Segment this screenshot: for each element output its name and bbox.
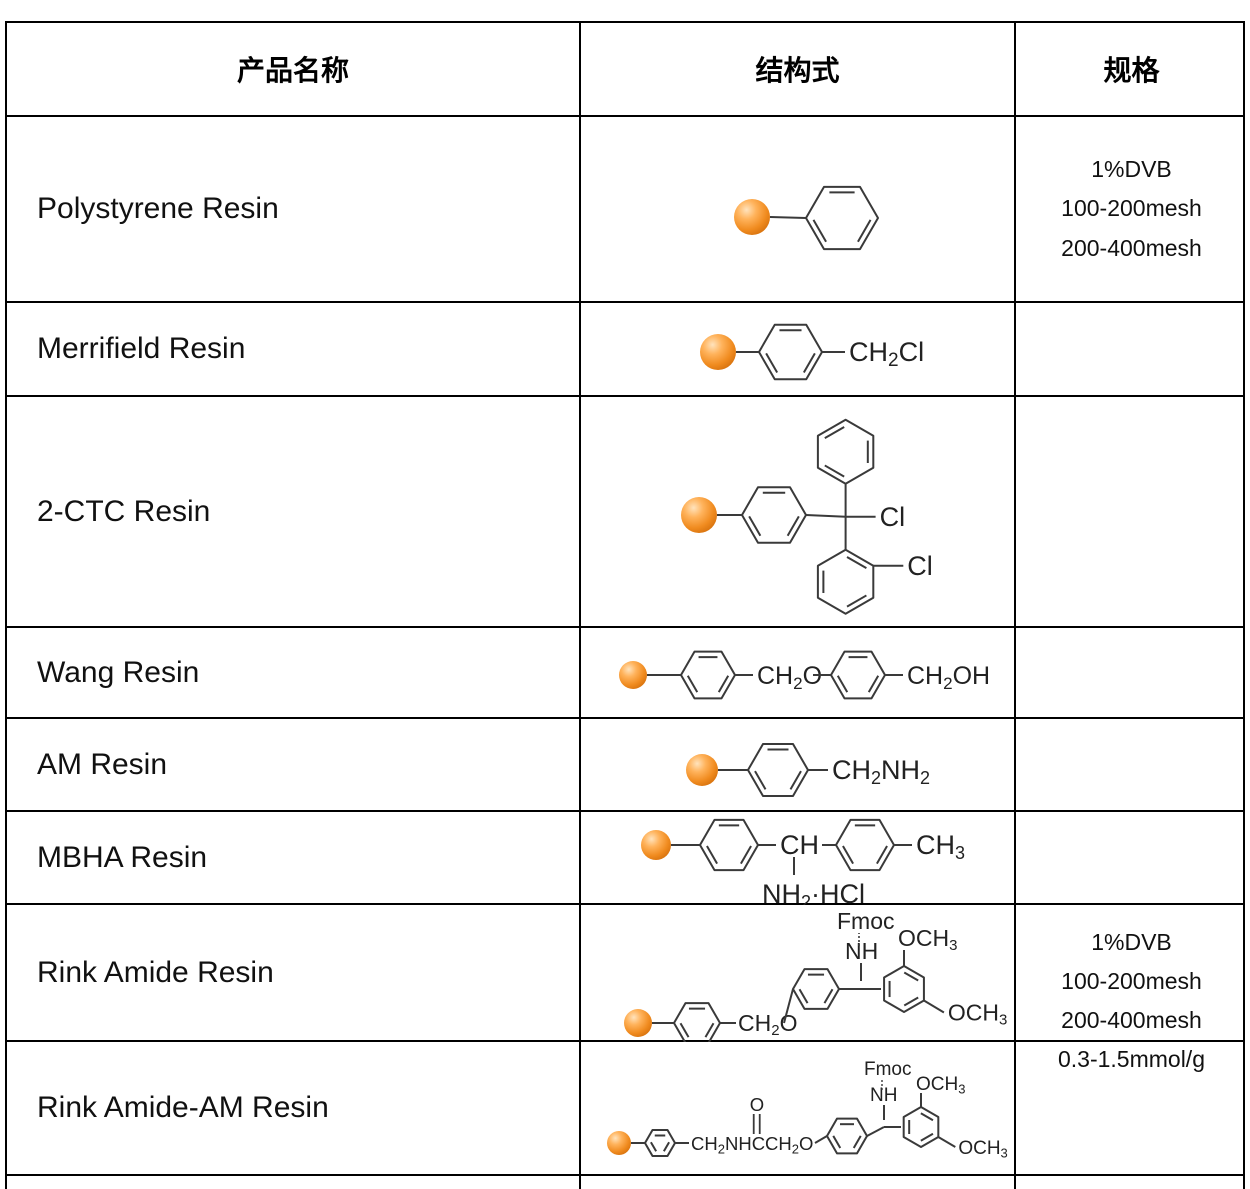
svg-text:CH2NHCCH2O: CH2NHCCH2O xyxy=(691,1133,813,1157)
svg-text:CH2OH: CH2OH xyxy=(907,662,990,693)
svg-text:CH2O: CH2O xyxy=(738,1010,797,1039)
svg-text:NH: NH xyxy=(845,938,878,964)
svg-text:NH: NH xyxy=(870,1085,897,1106)
svg-text:Cl: Cl xyxy=(907,551,933,581)
svg-text:CH3: CH3 xyxy=(916,830,965,863)
svg-text:Cl: Cl xyxy=(880,502,906,532)
svg-text:CH2Cl: CH2Cl xyxy=(849,337,924,371)
svg-text:NH2·HCl: NH2·HCl xyxy=(762,879,865,905)
svg-text:OCH3: OCH3 xyxy=(948,1000,1007,1029)
svg-text:OCH3: OCH3 xyxy=(898,925,957,954)
svg-text:OCH3: OCH3 xyxy=(916,1074,965,1097)
svg-text:CH2NH2: CH2NH2 xyxy=(832,755,930,788)
svg-text:CH: CH xyxy=(780,830,819,860)
svg-text:OCH3: OCH3 xyxy=(958,1138,1007,1161)
svg-text:CH2O: CH2O xyxy=(757,662,822,693)
svg-text:O: O xyxy=(750,1094,764,1115)
svg-text:Fmoc: Fmoc xyxy=(864,1059,912,1080)
svg-text:Fmoc: Fmoc xyxy=(837,908,895,934)
